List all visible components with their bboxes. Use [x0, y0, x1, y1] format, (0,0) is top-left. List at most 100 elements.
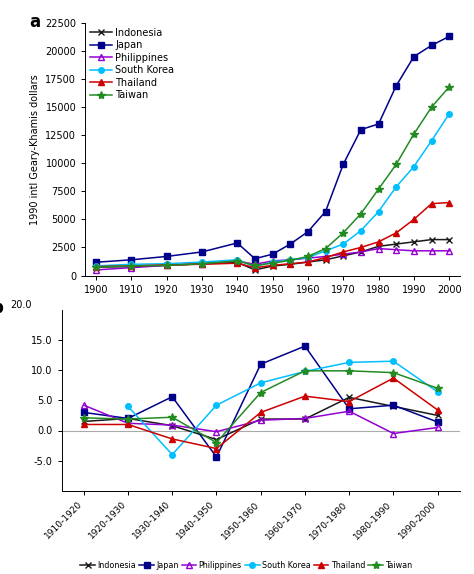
Indonesia [287, 261, 293, 267]
Japan [125, 415, 131, 422]
Philippines [214, 428, 219, 435]
Philippines [340, 251, 346, 258]
Text: a: a [29, 13, 40, 31]
South Korea [305, 254, 311, 261]
Philippines [270, 258, 275, 265]
Thailand [323, 254, 328, 261]
South Korea [411, 163, 417, 170]
Indonesia [340, 253, 346, 259]
Indonesia [346, 394, 352, 401]
Indonesia [199, 260, 205, 267]
Philippines [93, 266, 99, 273]
Thailand [411, 216, 417, 223]
Thailand [376, 238, 382, 245]
Line: Thailand: Thailand [81, 375, 440, 451]
Taiwan [358, 210, 364, 217]
Taiwan [346, 367, 352, 374]
Taiwan [447, 83, 452, 90]
Philippines [164, 262, 169, 269]
Line: Philippines: Philippines [93, 246, 452, 273]
Taiwan [234, 258, 240, 265]
South Korea [258, 379, 264, 386]
Japan [393, 83, 399, 90]
Japan [169, 393, 175, 400]
South Korea [376, 208, 382, 215]
Line: Japan: Japan [81, 343, 440, 460]
Indonesia [234, 259, 240, 266]
Line: Thailand: Thailand [93, 200, 452, 270]
Thailand [234, 259, 240, 266]
Japan [340, 161, 346, 168]
Thailand [169, 436, 175, 443]
Thailand [128, 262, 134, 269]
Philippines [447, 247, 452, 254]
Taiwan [428, 104, 434, 111]
Japan [346, 405, 352, 412]
South Korea [164, 260, 169, 267]
Taiwan [164, 262, 169, 269]
Japan [411, 53, 417, 60]
Thailand [270, 262, 275, 269]
Line: Philippines: Philippines [81, 402, 440, 436]
Taiwan [376, 185, 382, 192]
Thailand [340, 249, 346, 255]
Indonesia [252, 266, 258, 273]
Indonesia [169, 422, 175, 429]
Philippines [358, 249, 364, 255]
Japan [428, 42, 434, 49]
Thailand [164, 261, 169, 268]
South Korea [169, 451, 175, 458]
South Korea [340, 241, 346, 247]
Philippines [391, 430, 396, 437]
Philippines [346, 408, 352, 414]
Japan [305, 228, 311, 235]
Taiwan [287, 257, 293, 264]
Philippines [81, 402, 87, 409]
Text: b: b [0, 299, 4, 317]
Taiwan [323, 245, 328, 252]
Philippines [128, 264, 134, 271]
Japan [447, 33, 452, 40]
Philippines [428, 247, 434, 254]
Taiwan [125, 416, 131, 422]
Thailand [391, 375, 396, 382]
Philippines [287, 257, 293, 263]
Philippines [323, 253, 328, 260]
Thailand [287, 260, 293, 267]
Indonesia [358, 249, 364, 255]
Japan [93, 259, 99, 266]
Philippines [258, 417, 264, 424]
South Korea [252, 263, 258, 270]
Japan [252, 255, 258, 262]
Taiwan [81, 414, 87, 421]
South Korea [199, 259, 205, 266]
Philippines [169, 422, 175, 429]
South Korea [435, 389, 440, 395]
Taiwan [435, 385, 440, 392]
Taiwan [302, 367, 308, 374]
Thailand [305, 259, 311, 266]
Japan [199, 249, 205, 255]
Thailand [428, 200, 434, 207]
Japan [376, 121, 382, 127]
Indonesia [323, 257, 328, 263]
South Korea [302, 368, 308, 375]
Thailand [258, 409, 264, 416]
Thailand [93, 263, 99, 270]
Thailand [125, 421, 131, 428]
Philippines [393, 246, 399, 253]
Thailand [302, 393, 308, 400]
Indonesia [164, 262, 169, 269]
South Korea [391, 358, 396, 364]
Japan [128, 257, 134, 263]
Legend: Indonesia, Japan, Philippines, South Korea, Thailand, Taiwan: Indonesia, Japan, Philippines, South Kor… [81, 561, 412, 570]
Taiwan [199, 260, 205, 267]
Philippines [435, 424, 440, 431]
Thailand [358, 244, 364, 251]
Japan [435, 418, 440, 425]
Taiwan [214, 439, 219, 446]
Taiwan [252, 262, 258, 269]
Philippines [376, 245, 382, 252]
Taiwan [393, 161, 399, 168]
Japan [81, 409, 87, 416]
